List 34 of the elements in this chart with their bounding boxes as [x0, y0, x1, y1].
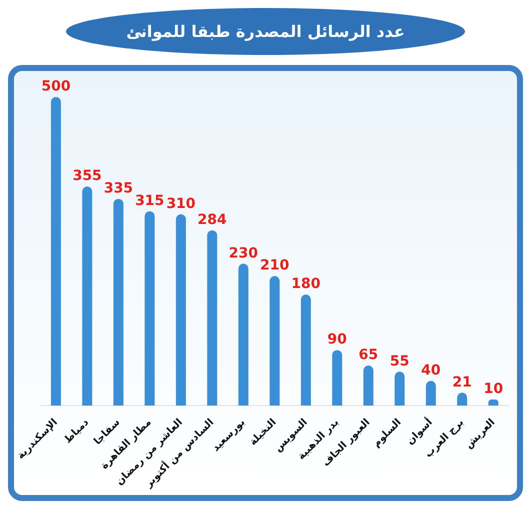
bar: [300, 294, 311, 406]
bar: [50, 97, 61, 406]
bar: [238, 264, 248, 406]
data-label: 210: [260, 258, 290, 274]
data-label: 315: [135, 192, 164, 209]
data-label: 40: [421, 362, 441, 379]
data-label: 21: [452, 374, 472, 390]
x-tick-label: السلوم: [371, 417, 404, 450]
bar: [332, 350, 342, 406]
data-label: 90: [327, 332, 348, 348]
bar: [363, 366, 374, 406]
data-label: 284: [198, 212, 228, 228]
data-label: 180: [291, 276, 321, 292]
data-label: 335: [104, 180, 134, 196]
data-label: 10: [484, 381, 504, 398]
data-label: 230: [228, 245, 258, 262]
x-tick-label: العريش: [463, 417, 498, 451]
bar: [82, 186, 92, 406]
chart-title: عدد الرسائل المصدرة طبقا للموانئ: [66, 8, 465, 55]
bar: [270, 276, 280, 406]
data-label: 500: [41, 78, 71, 95]
x-tick-label: الإسكندرية: [15, 417, 60, 462]
bar: [113, 198, 124, 406]
bar: [144, 211, 155, 406]
data-label: 65: [358, 347, 378, 364]
bar: [176, 214, 186, 406]
bar: [426, 380, 436, 406]
bar: [394, 372, 405, 406]
x-tick-label: دمياط: [62, 417, 92, 446]
x-tick-label: النخيلة: [248, 417, 279, 448]
bar: [207, 230, 218, 406]
data-label: 310: [166, 196, 196, 212]
data-label: 355: [72, 168, 102, 184]
data-label: 55: [390, 353, 410, 370]
